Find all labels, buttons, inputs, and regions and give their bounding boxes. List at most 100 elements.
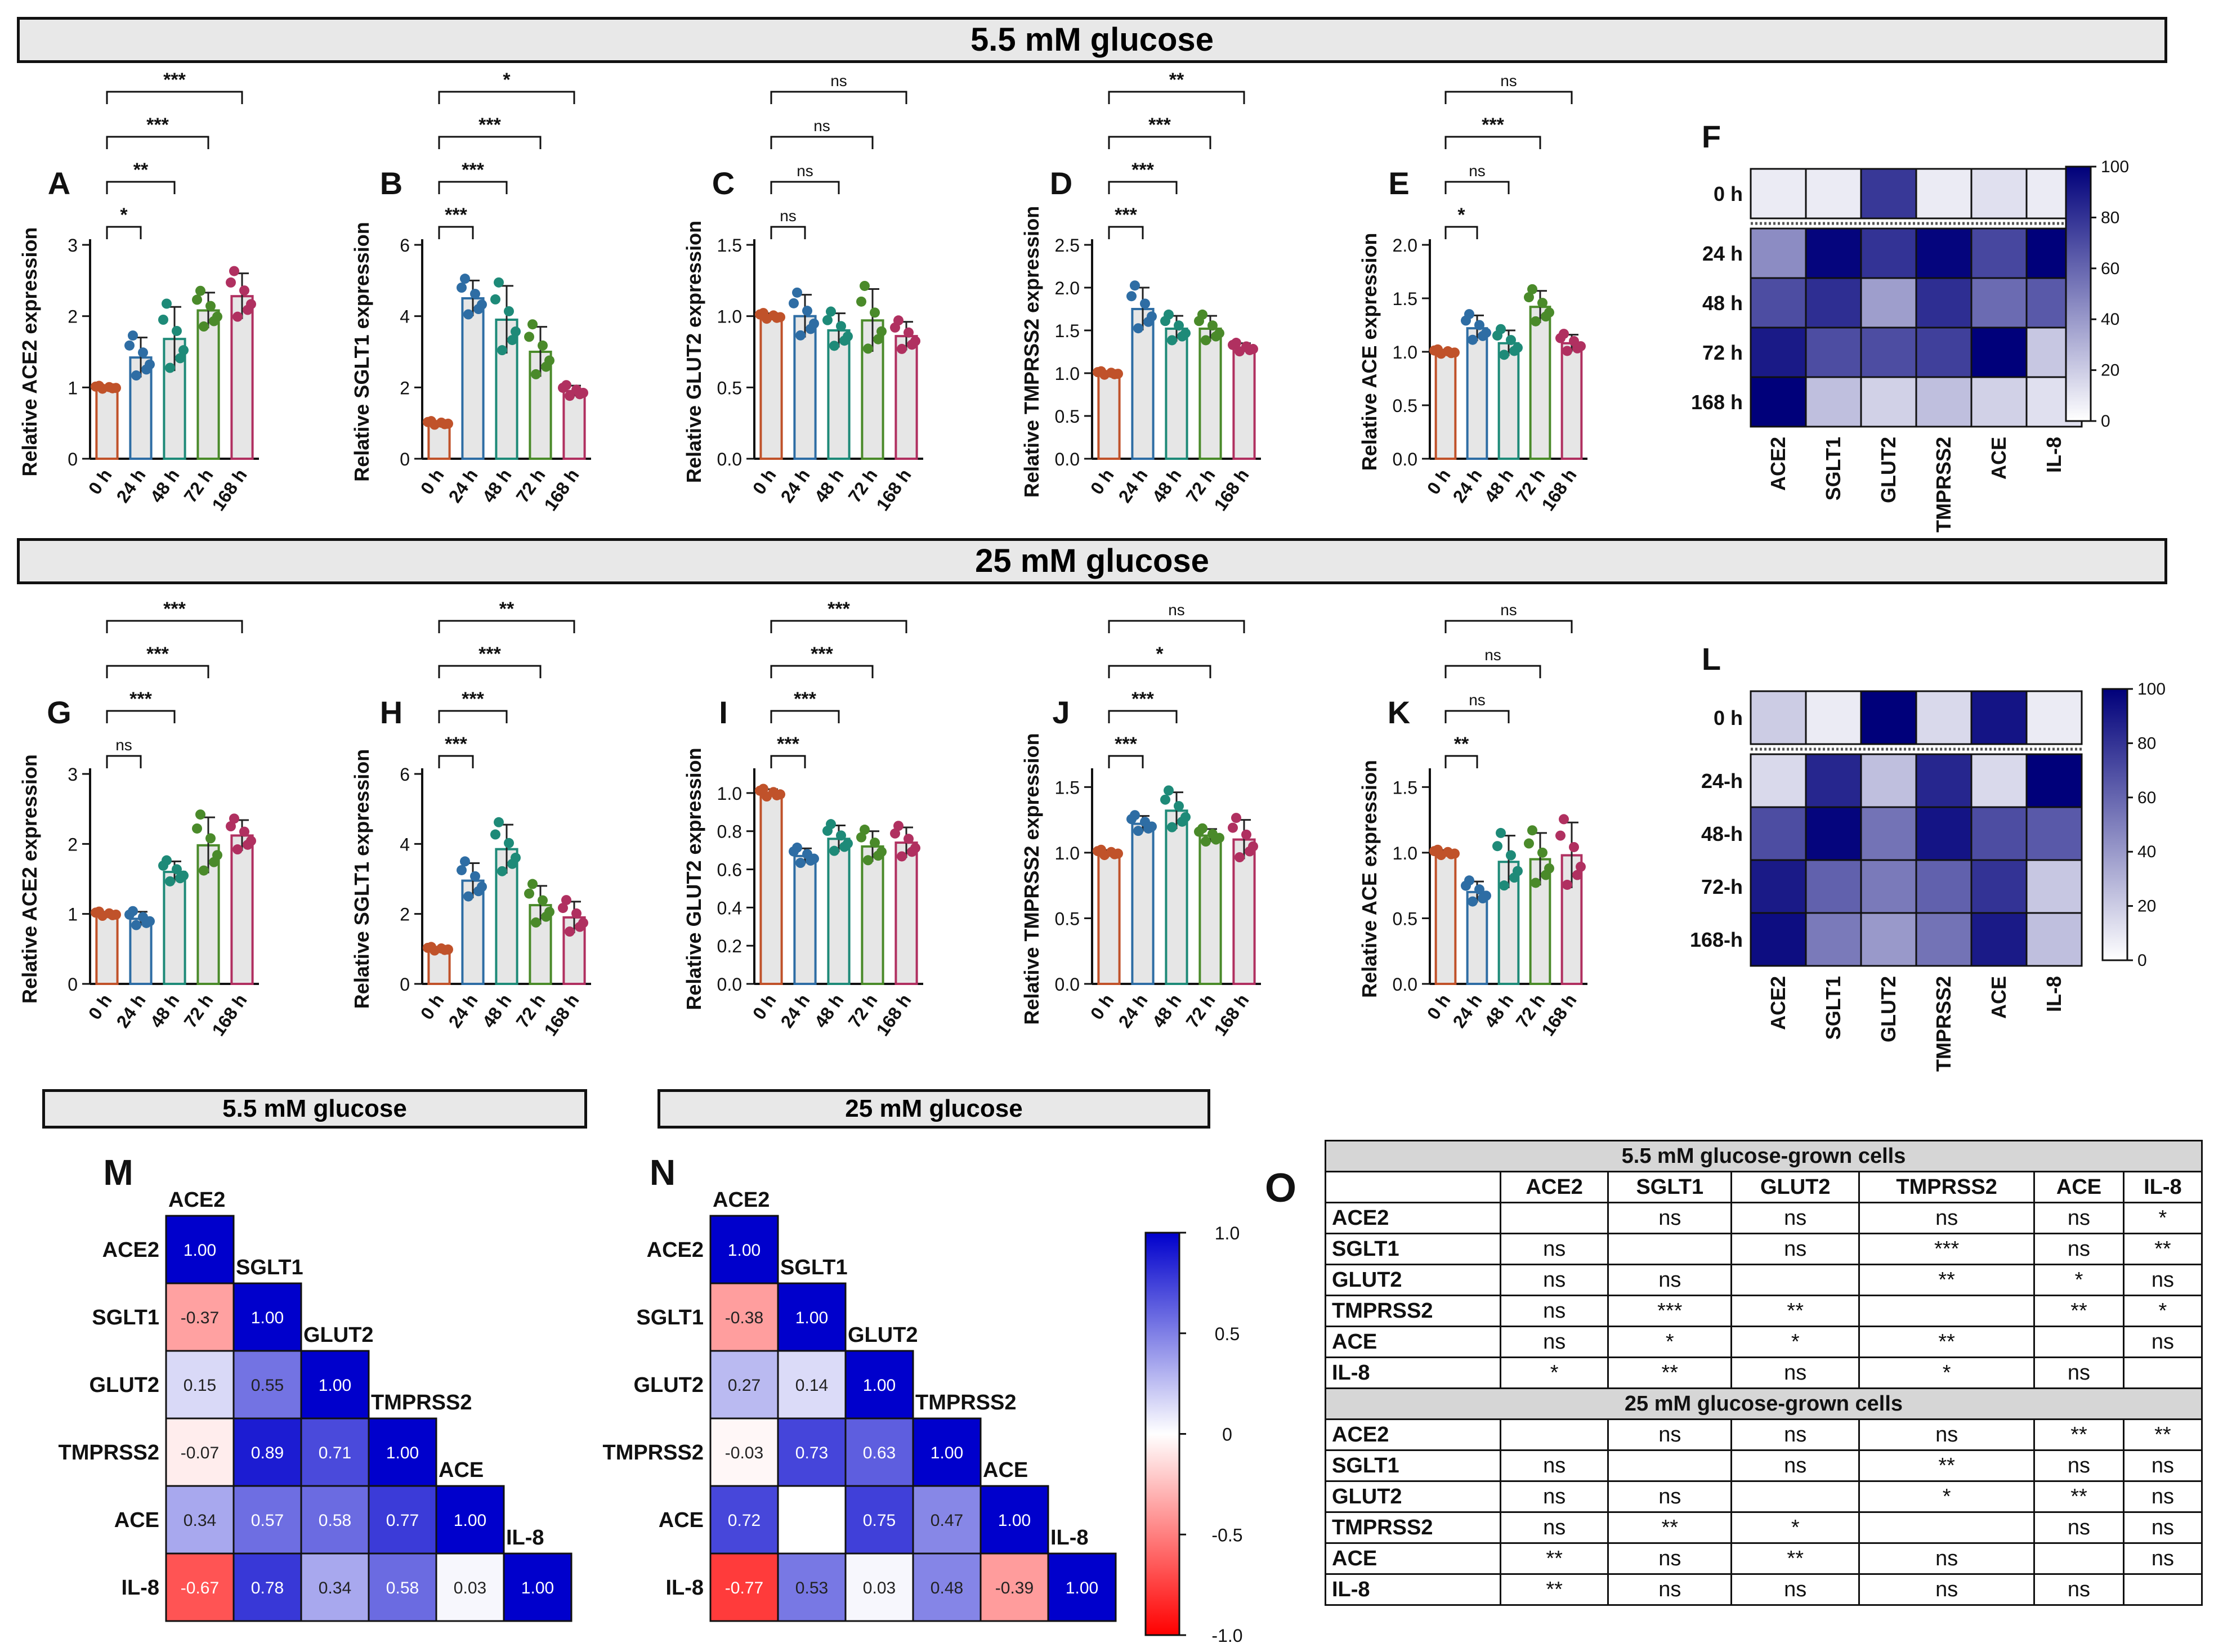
heat0-cell	[1860, 326, 1917, 378]
p1-2-point	[836, 830, 846, 841]
p1-4-sig-bracket	[1444, 665, 1541, 678]
p1-2-point	[863, 855, 873, 866]
corr1-cell-value: 1.00	[998, 1511, 1031, 1530]
p1-2-y-tick-label: 0.8	[717, 822, 742, 842]
table-cell	[2033, 1542, 2124, 1575]
p0-2-point	[907, 339, 917, 350]
table-cell	[2033, 1326, 2124, 1358]
heat1-panel-letter: L	[1702, 641, 1721, 677]
p1-4-sig-label: ns	[1484, 646, 1501, 664]
corr1-cell-value: -0.38	[725, 1309, 763, 1327]
table-cell	[1730, 1264, 1860, 1296]
p0-2-point	[836, 321, 846, 332]
corr-scale-tick-label: 0.5	[1215, 1324, 1240, 1344]
p0-2-x-tick-label: 24 h	[777, 465, 814, 506]
p1-3-point	[1110, 849, 1120, 859]
p1-3-point	[1096, 844, 1106, 855]
corr0-cell	[300, 1350, 370, 1420]
p0-0-x-tick-label: 168 h	[208, 465, 251, 514]
table-cell: ns	[1607, 1480, 1733, 1513]
p0-3-point	[1211, 331, 1221, 342]
table-cell: **	[1858, 1326, 2036, 1358]
table-column-header: ACE2	[1500, 1171, 1609, 1203]
p1-0-sig-bracket	[106, 710, 176, 723]
p0-0-point	[239, 285, 249, 296]
corr1-row-label: GLUT2	[633, 1373, 704, 1397]
p0-4-point	[1468, 334, 1478, 345]
table-row: ACE ** ns ** ns ns	[1324, 1542, 2203, 1575]
table-cell: ns	[2122, 1480, 2203, 1513]
table-cell	[1858, 1511, 2036, 1544]
p1-0-point	[209, 857, 219, 867]
table-cell: ns	[1500, 1326, 1609, 1358]
p1-1-sig-label: ***	[478, 643, 501, 665]
p0-3-bar-2	[1165, 327, 1188, 460]
heat0-cell	[1750, 326, 1807, 378]
corr1-col-label: SGLT1	[780, 1256, 848, 1279]
p0-1-point	[524, 332, 534, 342]
corr0-cell-value: -0.07	[181, 1444, 219, 1462]
p0-4-y-tick-label: 0.0	[1393, 449, 1417, 469]
p1-3-bar-0	[1097, 851, 1121, 985]
corr0-row-label: TMPRSS2	[59, 1441, 159, 1465]
p1-0-y-tick-label: 2	[68, 834, 78, 854]
corr0-row-label: SGLT1	[92, 1306, 159, 1329]
p0-4-point	[1527, 284, 1537, 294]
p1-2-sig-label: ***	[794, 688, 816, 710]
table-row-label: ACE2	[1324, 1202, 1502, 1234]
p1-2-point	[826, 819, 836, 830]
table-cell: ns	[2033, 1356, 2124, 1389]
p1-4-point	[1562, 879, 1572, 890]
p1-2-point	[907, 847, 917, 857]
heat0-cell	[1970, 168, 2028, 220]
p0-1-point	[575, 389, 585, 400]
table-cell: ns	[1607, 1573, 1733, 1606]
p1-3-sig-bracket	[1108, 755, 1144, 768]
p0-4-point	[1474, 320, 1484, 330]
p1-4-point	[1541, 870, 1551, 880]
p1-4-y-axis-label: Relative ACE expression	[1358, 760, 1381, 998]
p1-0-point	[172, 864, 182, 875]
heat0-row-label: 168 h	[1691, 391, 1743, 414]
heat1-cell	[1805, 806, 1862, 861]
p1-3-point	[1201, 836, 1211, 847]
p0-3-point	[1231, 338, 1241, 348]
p1-4-point	[1531, 878, 1541, 888]
p0-4-bar-0	[1434, 351, 1457, 460]
p1-1-point	[531, 917, 541, 928]
heat1-row-label: 168-h	[1690, 928, 1743, 951]
table-column-header: ACE	[2033, 1171, 2124, 1203]
p1-3-sig-label: *	[1156, 643, 1164, 665]
heat1-colorbar-label: 80	[2137, 734, 2156, 753]
p1-0-sig-bracket	[106, 620, 243, 633]
p0-3-point	[1096, 366, 1106, 377]
corr0-col-label: ACE	[439, 1458, 484, 1482]
p1-1-point	[463, 891, 473, 902]
table-cell: *	[1858, 1480, 2036, 1513]
p1-1-sig-label: **	[499, 598, 515, 620]
p1-1-y-axis-label: Relative SGLT1 expression	[350, 749, 373, 1009]
corr1-cell-value: 1.00	[1066, 1579, 1098, 1597]
corr1-cell-value: 0.63	[863, 1444, 896, 1462]
p1-3-point	[1143, 823, 1153, 834]
table-cell: ns	[1730, 1573, 1860, 1606]
p0-0-point	[141, 364, 151, 375]
table-cell: **	[1730, 1542, 1860, 1575]
table-cell: *	[1500, 1356, 1609, 1389]
table-cell	[1607, 1449, 1733, 1482]
heat1-cell	[1860, 806, 1917, 861]
p1-0-point	[243, 839, 253, 850]
table-cell: ns	[1607, 1542, 1733, 1575]
p1-0-bar-1	[129, 917, 153, 985]
p1-0-x-tick-label: 0 h	[84, 990, 116, 1023]
p1-0-sig-label: ***	[129, 688, 152, 710]
p1-3-point	[1167, 822, 1177, 832]
heat0-cell	[1805, 326, 1862, 378]
p0-1-point	[463, 309, 473, 320]
heat1-cell	[1750, 753, 1807, 808]
heat0-colorbar-label: 100	[2101, 158, 2129, 176]
heat1-cell	[1970, 912, 2028, 967]
corr1-cell-value: 1.00	[863, 1376, 896, 1395]
significance-table: 5.5 mM glucose-grown cells ACE2 SGLT1 GLUT2…	[1324, 1140, 2203, 1606]
